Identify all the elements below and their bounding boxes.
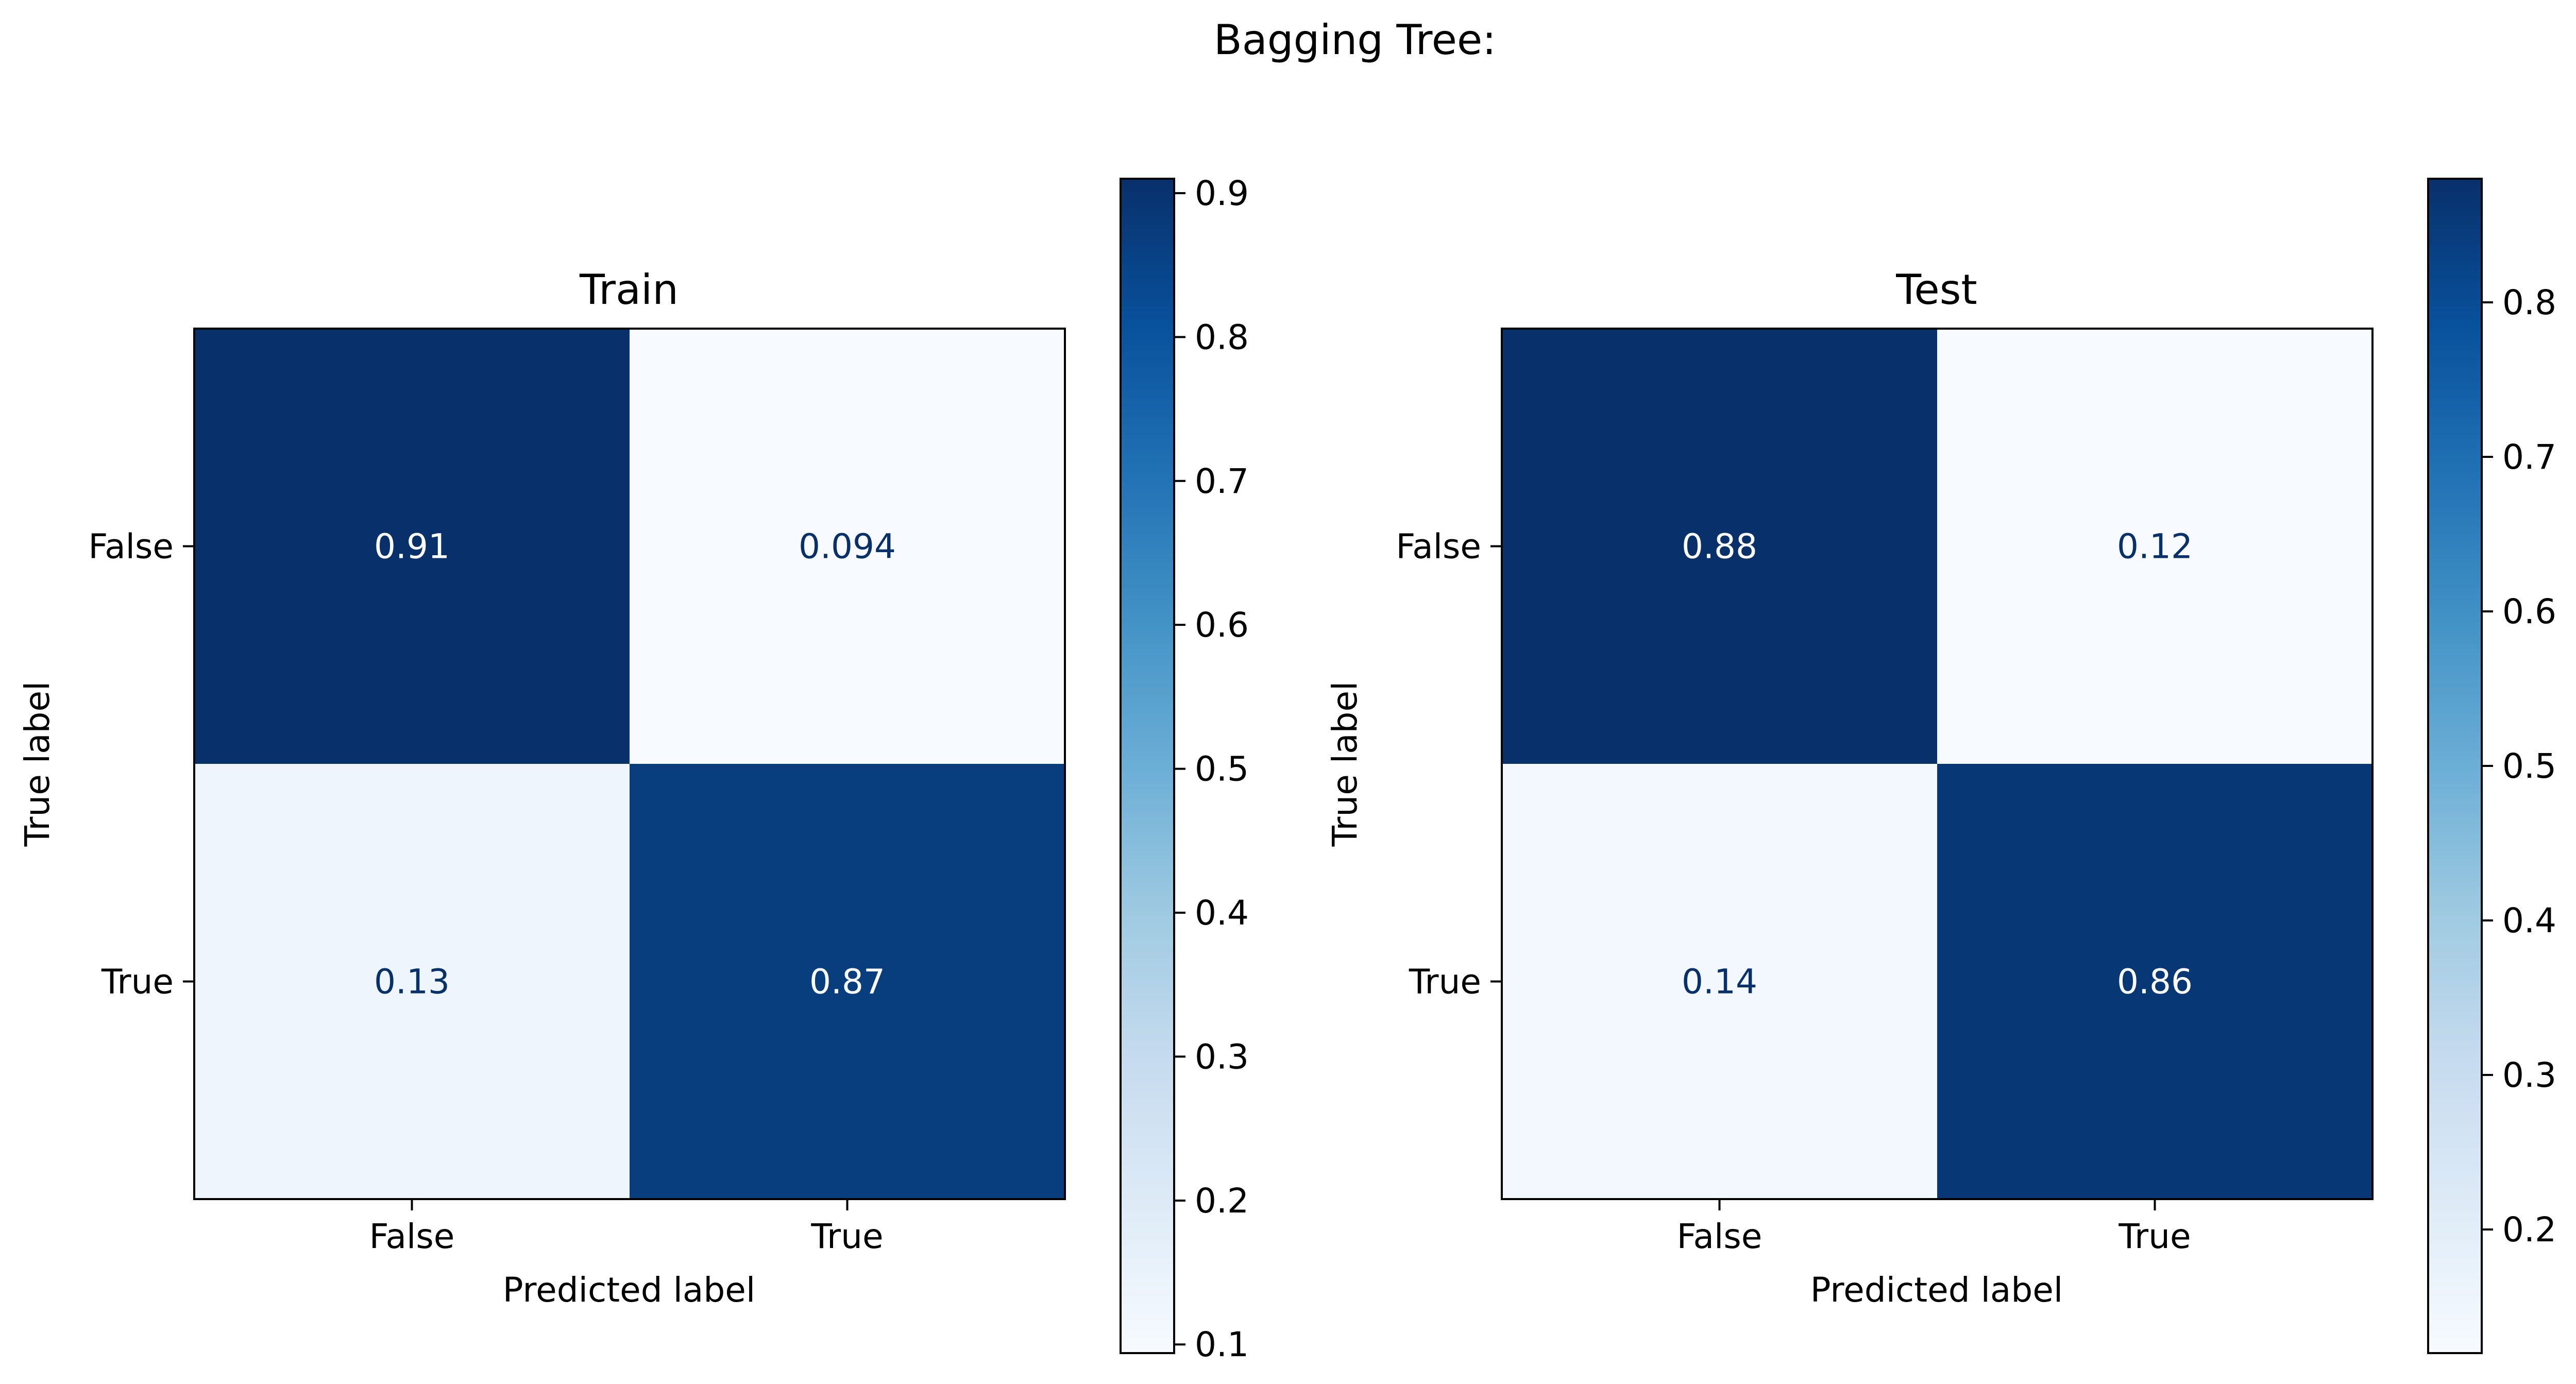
cell-value-label: 0.13 — [374, 962, 450, 1002]
y-tick-label: False — [88, 527, 174, 567]
colorbar-tick-label: 0.8 — [2502, 283, 2556, 322]
heatmap-cell — [194, 329, 630, 764]
colorbar-tick-label: 0.9 — [1195, 174, 1249, 213]
colorbar-frame — [1120, 178, 1175, 1354]
colorbar-tick-label: 0.3 — [1195, 1037, 1249, 1077]
colorbar-tick-label: 0.7 — [2502, 437, 2556, 477]
colorbar-tick-label: 0.1 — [1195, 1325, 1249, 1364]
train-panel: Train 0.91 0.094 0.13 0.87 False True False Tr… — [18, 174, 1249, 1364]
x-tick-label: True — [2118, 1217, 2191, 1256]
colorbar-tick-label: 0.5 — [2502, 746, 2556, 786]
colorbar-tick-label: 0.4 — [1195, 893, 1249, 933]
colorbar-ticks: 0.1 0.2 0.3 0.4 0.5 0.6 0.7 0.8 0.9 — [1174, 174, 1249, 1364]
heatmap-cell — [630, 329, 1065, 764]
x-tick-label: True — [810, 1217, 883, 1256]
heatmap-cells: 0.91 0.094 0.13 0.87 — [194, 329, 1065, 1200]
panel-title: Train — [579, 266, 679, 314]
axes-frame — [1501, 328, 2374, 1200]
colorbar-tick-label: 0.2 — [2502, 1210, 2556, 1250]
colorbar-tick-label: 0.6 — [1195, 605, 1249, 645]
heatmap-cell — [1937, 329, 2373, 764]
x-tick-label: False — [1677, 1217, 1762, 1256]
colorbar-tick-label: 0.4 — [2502, 901, 2556, 941]
y-tick-label: False — [1396, 527, 1481, 567]
colorbar-tick-label: 0.6 — [2502, 592, 2556, 631]
heatmap-cells: 0.88 0.12 0.14 0.86 — [1502, 329, 2373, 1200]
x-axis-label: Predicted label — [1810, 1270, 2063, 1310]
cell-value-label: 0.91 — [374, 527, 450, 567]
cell-value-label: 0.14 — [1682, 962, 1757, 1002]
cell-value-label: 0.12 — [2117, 527, 2193, 567]
cell-value-label: 0.094 — [799, 527, 896, 567]
axis-ticks: False True False True — [88, 527, 883, 1257]
colorbar-ticks: 0.2 0.3 0.4 0.5 0.6 0.7 0.8 — [2482, 283, 2556, 1250]
heatmap-cell — [1502, 329, 1938, 764]
colorbar-gradient — [1121, 179, 1174, 1353]
colorbar-tick-label: 0.3 — [2502, 1055, 2556, 1095]
colorbar: 0.1 0.2 0.3 0.4 0.5 0.6 0.7 0.8 0.9 — [1120, 174, 1249, 1364]
x-axis-label: Predicted label — [503, 1270, 755, 1310]
test-panel: Test 0.88 0.12 0.14 0.86 False True False True… — [1325, 178, 2556, 1354]
cell-value-label: 0.88 — [1682, 527, 1757, 567]
panel-title: Test — [1895, 266, 1977, 314]
cell-value-label: 0.86 — [2117, 962, 2193, 1002]
colorbar: 0.2 0.3 0.4 0.5 0.6 0.7 0.8 — [2427, 178, 2556, 1354]
y-tick-label: True — [1409, 962, 1481, 1002]
colorbar-tick-label: 0.7 — [1195, 462, 1249, 501]
heatmap-cell — [630, 764, 1065, 1200]
y-axis-label: True label — [1325, 681, 1365, 847]
heatmap-cell — [1937, 764, 2373, 1200]
axis-ticks: False True False True — [1396, 527, 2191, 1257]
cell-value-label: 0.87 — [809, 962, 885, 1002]
heatmap-cell — [1502, 764, 1938, 1200]
y-axis-label: True label — [18, 681, 57, 847]
y-tick-label: True — [101, 962, 174, 1002]
colorbar-tick-label: 0.2 — [1195, 1181, 1249, 1221]
axes-frame — [193, 328, 1066, 1200]
figure-title: Bagging Tree: — [1214, 16, 1496, 64]
colorbar-tick-label: 0.8 — [1195, 317, 1249, 357]
colorbar-tick-label: 0.5 — [1195, 749, 1249, 789]
heatmap-cell — [194, 764, 630, 1200]
x-tick-label: False — [369, 1217, 455, 1256]
colorbar-gradient — [2428, 179, 2482, 1353]
